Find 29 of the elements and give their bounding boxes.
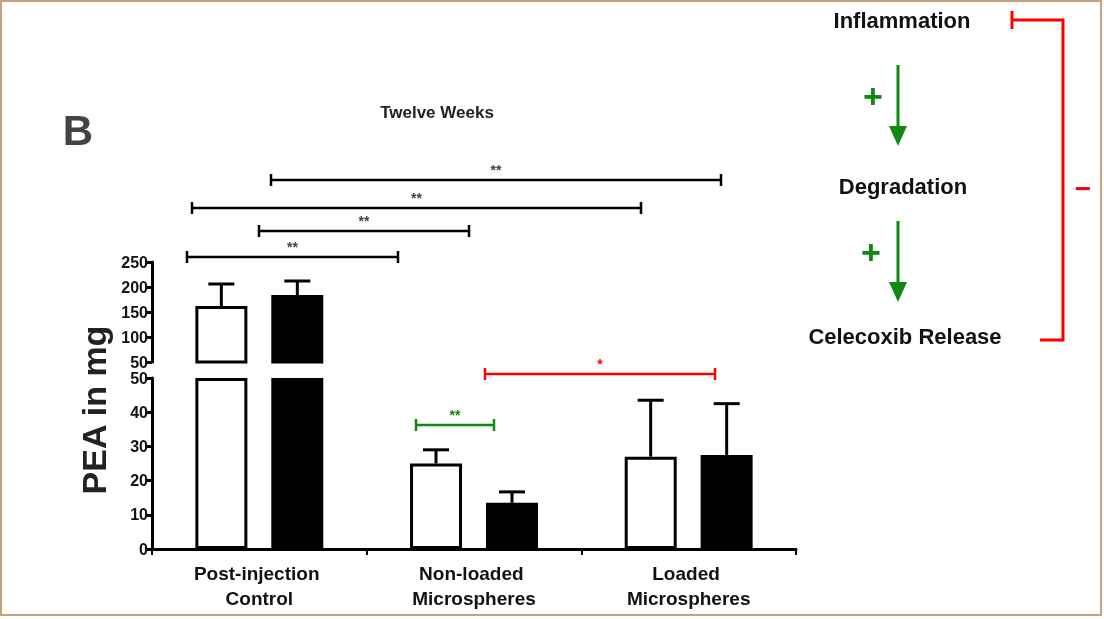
text: ** [490,162,502,178]
y-tick-label: 200 [121,278,149,296]
y-tick-label: 40 [130,403,149,421]
text: Celecoxib Release [808,324,1002,349]
text: ** [411,190,423,206]
x-tick-label: Post-injection Control [193,563,325,609]
text: Degradation [838,174,968,199]
annotation: * [597,356,604,372]
y-tick-label: 150 [121,303,149,321]
y-axis-title: PEA in mg [75,325,113,495]
chart-title: Twelve Weeks [380,103,494,122]
text: + [861,233,881,271]
y-tick-label: 250 [121,253,149,271]
annotation: ** [449,407,461,423]
y-tick-label: 30 [130,437,149,455]
text: Inflammation [833,8,971,33]
x-tick-label: Non-loaded Microspheres [412,563,536,609]
x-tick-label: Loaded Microspheres [626,563,751,609]
y-tick-label: 20 [130,472,149,490]
y-tick-label: 0 [139,540,149,558]
y-tick-label: 50 [130,353,149,371]
text: ** [358,213,370,229]
text: − [1074,173,1092,204]
y-tick-label: 100 [121,328,149,346]
chart-subtitle: B [62,107,94,154]
y-tick-label: 50 [130,369,149,387]
y-tick-label: 10 [130,506,149,524]
text: + [863,77,883,115]
text: ** [287,239,299,255]
